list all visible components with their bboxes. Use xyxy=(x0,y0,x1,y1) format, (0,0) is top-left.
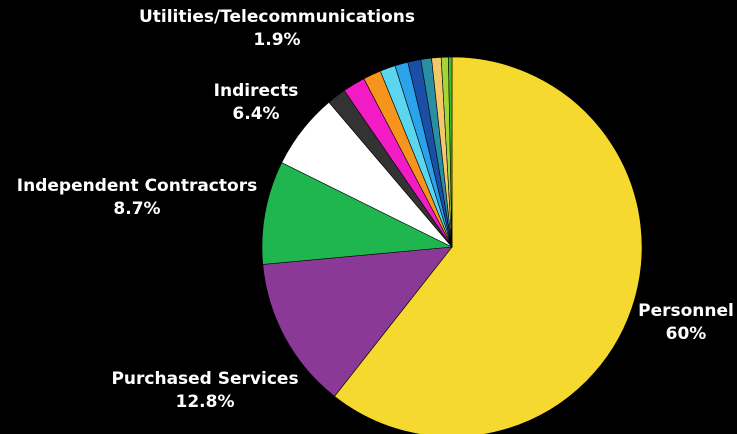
label-personnel-pct: 60% xyxy=(665,323,707,344)
pie-slice-independent-contractors xyxy=(261,162,454,265)
pie-slice-personnel xyxy=(334,56,643,434)
label-utilities-pct: 1.9% xyxy=(253,29,301,50)
pie-slice-slice-14 xyxy=(448,56,453,248)
label-independent-contractors-name: Independent Contractors xyxy=(16,176,258,196)
label-purchased-services-pct: 12.8% xyxy=(175,391,235,412)
label-indirects-name: Indirects xyxy=(213,81,299,101)
label-indirects: Indirects 6.4% xyxy=(214,80,299,126)
label-indirects-pct: 6.4% xyxy=(232,103,280,124)
label-utilities: Utilities/Telecommunications 1.9% xyxy=(139,6,415,52)
label-utilities-name: Utilities/Telecommunications xyxy=(138,7,416,27)
label-purchased-services-name: Purchased Services xyxy=(111,369,299,389)
label-independent-contractors-pct: 8.7% xyxy=(113,198,161,219)
label-purchased-services: Purchased Services 12.8% xyxy=(111,368,298,414)
label-personnel: Personnel 60% xyxy=(638,300,734,346)
label-independent-contractors: Independent Contractors 8.7% xyxy=(17,175,257,221)
pie-slice-purchased-services xyxy=(262,246,453,397)
label-personnel-name: Personnel xyxy=(638,301,734,321)
